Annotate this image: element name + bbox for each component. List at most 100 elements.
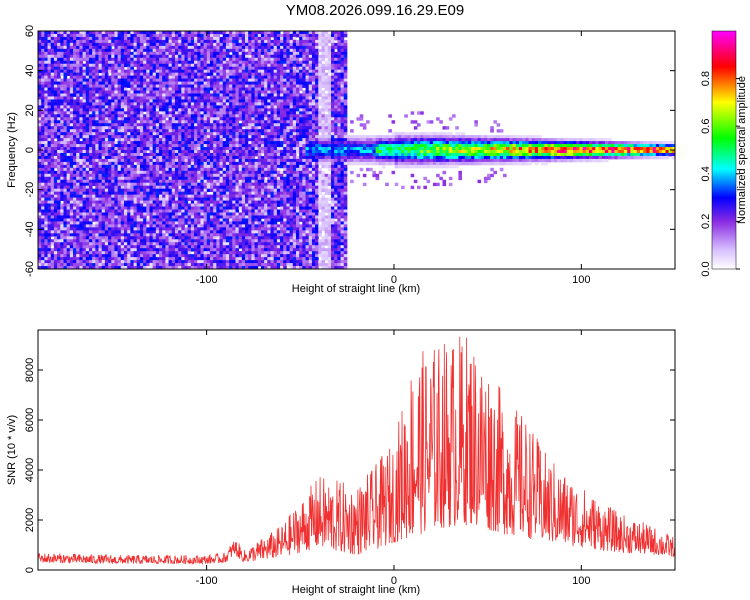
heatmap-cell [206,206,211,210]
heatmap-cell [139,147,144,151]
heatmap-cell [98,179,103,184]
heatmap-cell [190,42,195,47]
heatmap-cell [111,263,115,267]
heatmap-cell [108,173,112,178]
heatmap-cell [98,147,103,151]
heatmap-cell [47,251,52,255]
heatmap-cell [229,108,233,112]
heatmap-cell [229,90,233,94]
heatmap-cell [85,111,90,115]
heatmap-cell [63,164,68,169]
heatmap-cell [235,197,240,201]
heatmap-cell [139,245,144,249]
heatmap-cell [235,33,240,38]
heatmap-cell [136,132,141,136]
heatmap-cell [187,102,192,106]
heatmap-cell [69,66,74,71]
heatmap-cell [235,224,240,228]
heatmap-cell [190,105,195,109]
heatmap-cell [171,176,176,181]
heatmap-cell [98,78,103,82]
heatmap-cell [143,167,147,172]
heatmap-cell [85,200,90,204]
heatmap-cell [213,200,217,204]
heatmap-cell [174,39,179,44]
heatmap-cell [44,185,48,190]
heatmap-cell [171,155,176,160]
heatmap-cell [88,164,93,169]
heatmap-cell [184,173,189,178]
heatmap-cell [162,200,166,204]
heatmap-cell [92,197,96,201]
heatmap-cell [98,42,103,47]
heatmap-cell [143,245,147,249]
heatmap-cell [229,164,233,169]
heatmap-cell [152,54,157,59]
heatmap-cell [206,257,211,261]
heatmap-cell [76,33,80,38]
heatmap-cell [124,224,128,228]
heatmap-cell [114,251,119,255]
heatmap-cell [213,108,217,112]
heatmap-cell [98,191,103,196]
heatmap-cell [216,102,220,106]
heatmap-cell [194,179,198,184]
heatmap-cell [162,102,166,106]
heatmap-cell [73,39,77,44]
heatmap-cell [162,69,166,74]
heatmap-cell [133,245,138,249]
heatmap-cell [133,233,138,237]
heatmap-cell [57,108,61,112]
heatmap-cell [104,75,109,80]
heatmap-cell [44,96,48,100]
heatmap-cell [181,206,185,210]
heatmap-cell [139,75,144,80]
heatmap-cell [130,147,134,151]
heatmap-cell [120,78,125,82]
heatmap-cell [60,31,64,35]
heatmap-cell [76,152,80,157]
heatmap-cell [117,150,122,154]
heatmap-cell [38,173,42,178]
heatmap-cell [225,132,230,136]
heatmap-cell [47,188,52,193]
heatmap-cell [88,251,93,255]
heatmap-cell [95,84,99,88]
heatmap-cell [120,31,125,35]
heatmap-cell [60,117,64,121]
heatmap-cell [66,239,71,243]
heatmap-cell [95,126,99,130]
heatmap-cell [184,144,189,148]
heatmap-cell [57,123,61,127]
heatmap-cell [206,209,211,213]
heatmap-cell [120,251,125,255]
heatmap-cell [174,42,179,47]
heatmap-cell [124,147,128,151]
heatmap-cell [104,185,109,190]
heatmap-cell [104,39,109,44]
heatmap-cell [200,108,205,112]
heatmap-cell [219,215,224,219]
heatmap-cell [88,230,93,234]
heatmap-cell [200,230,205,234]
heatmap-cell [130,63,134,68]
heatmap-cell [114,230,119,234]
heatmap-cell [213,245,217,249]
heatmap-cell [190,209,195,213]
heatmap-cell [181,176,185,181]
heatmap-cell [235,141,240,145]
heatmap-cell [92,93,96,97]
heatmap-cell [149,152,154,157]
heatmap-cell [171,60,176,65]
heatmap-cell [79,45,83,50]
heatmap-cell [184,266,189,269]
heatmap-cell [171,57,176,62]
heatmap-cell [108,197,112,201]
heatmap-cell [235,66,240,71]
heatmap-cell [41,96,45,100]
heatmap-cell [219,57,224,62]
heatmap-cell [194,248,198,252]
heatmap-cell [181,185,185,190]
heatmap-cell [57,182,61,187]
heatmap-cell [41,224,45,228]
